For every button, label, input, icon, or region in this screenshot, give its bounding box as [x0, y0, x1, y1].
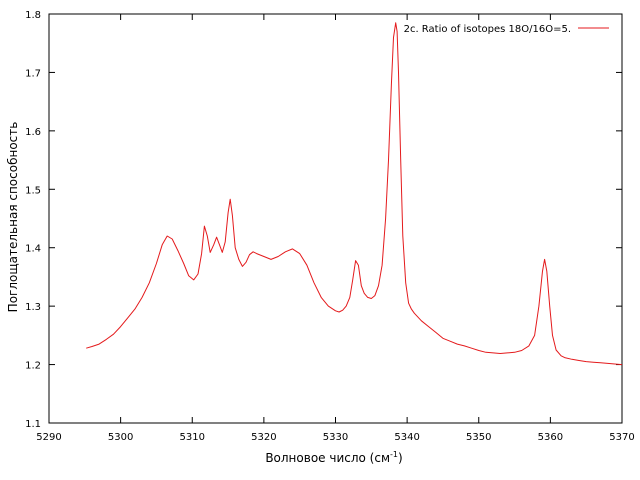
y-tick-label: 1.1	[25, 419, 41, 430]
series-layer	[86, 22, 623, 366]
x-tick-label: 5370	[609, 432, 634, 443]
y-tick-label: 1.3	[25, 302, 41, 313]
y-tick-label: 1.4	[25, 244, 41, 255]
x-tick-label: 5360	[538, 432, 563, 443]
plot-frame	[48, 13, 623, 424]
y-axis-ticks: 1.1 1.2 1.3 1.4 1.5 1.6 1.7 1.8	[25, 10, 622, 430]
x-tick-label: 5310	[180, 432, 205, 443]
legend-label: 2c. Ratio of isotopes 18O/16O=5.	[404, 24, 571, 35]
y-tick-label: 1.8	[25, 10, 41, 21]
x-tick-label: 5330	[323, 432, 348, 443]
x-axis-label: Волновое число (см-1)	[265, 450, 402, 465]
x-tick-label: 5320	[251, 432, 276, 443]
y-tick-label: 1.5	[25, 185, 41, 196]
x-tick-label: 5350	[466, 432, 491, 443]
y-tick-label: 1.2	[25, 361, 41, 372]
y-tick-label: 1.6	[25, 127, 41, 138]
x-axis-ticks: 5290 5300 5310 5320 5330 5340 5350 5360 5370	[36, 14, 635, 443]
y-tick-label: 1.7	[25, 68, 41, 79]
x-axis-label-close: )	[398, 451, 403, 465]
series-line	[86, 22, 623, 366]
legend: 2c. Ratio of isotopes 18O/16O=5.	[404, 24, 609, 35]
x-axis-label-superscript: -1	[390, 450, 398, 459]
y-axis-label: Поглощательная способность	[6, 122, 20, 313]
x-tick-label: 5290	[36, 432, 61, 443]
x-tick-label: 5340	[394, 432, 419, 443]
x-tick-label: 5300	[108, 432, 133, 443]
x-axis-label-main: Волновое число (см	[265, 451, 390, 465]
